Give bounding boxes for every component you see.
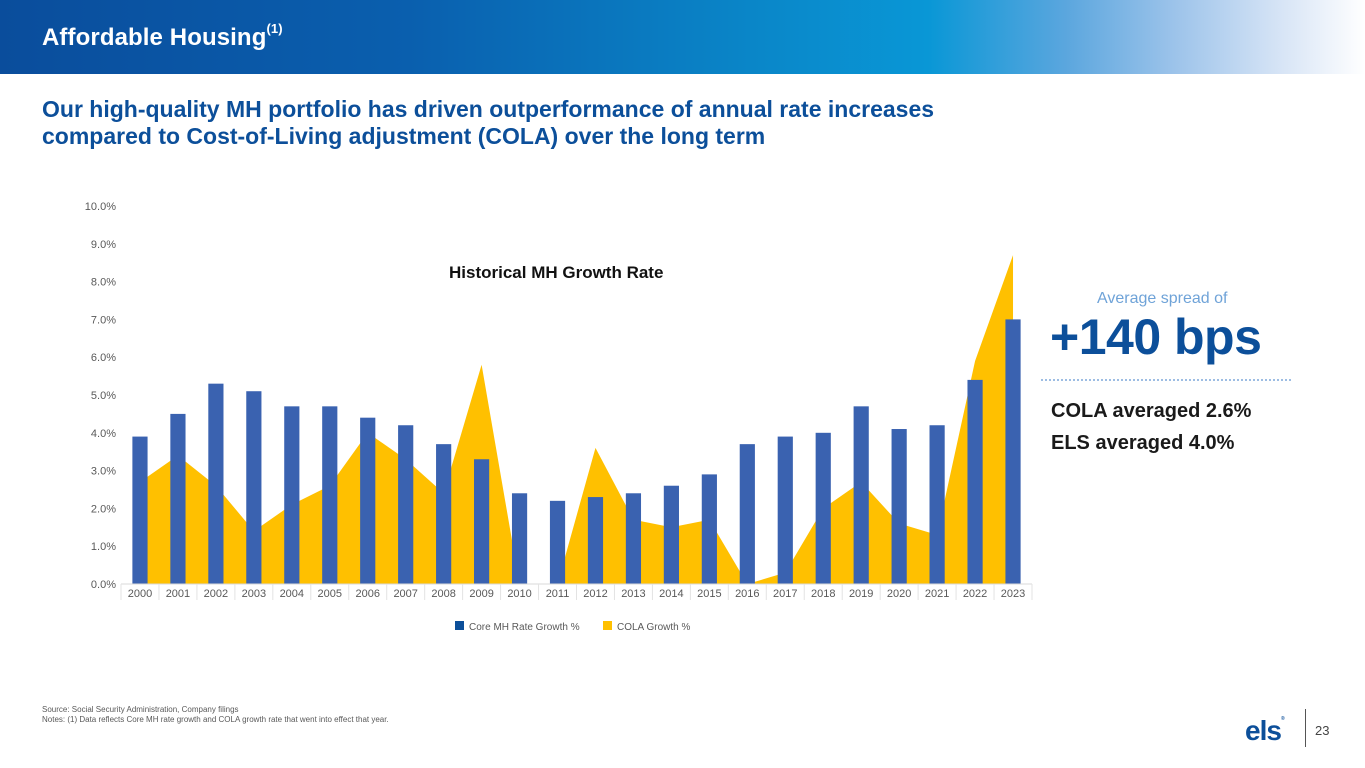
x-tick-label: 2004 — [280, 588, 304, 600]
bar-2015 — [701, 474, 717, 584]
notes-footnote: Notes: (1) Data reflects Core MH rate gr… — [42, 715, 389, 724]
cola-average-stat: COLA averaged 2.6% — [1051, 400, 1252, 422]
bar-2013 — [625, 493, 642, 584]
page-number: 23 — [1315, 723, 1330, 738]
registered-mark: ® — [1280, 715, 1285, 722]
header-banner: Affordable Housing(1) — [0, 0, 1365, 74]
bar-2010 — [511, 493, 528, 584]
bar-2018 — [815, 432, 831, 584]
bar-2023 — [1005, 319, 1021, 584]
spread-value: +140 bps — [1050, 309, 1262, 365]
y-tick-label: 8.0% — [91, 277, 116, 289]
y-tick-label: 10.0% — [85, 201, 116, 213]
y-tick-label: 4.0% — [91, 428, 116, 440]
x-tick-label: 2001 — [166, 588, 190, 600]
x-tick-label: 2020 — [887, 588, 911, 600]
legend-label-cola: COLA Growth % — [617, 622, 690, 633]
legend-label-core-mh: Core MH Rate Growth % — [469, 622, 580, 633]
bar-2012 — [587, 497, 604, 584]
y-tick-label: 9.0% — [91, 239, 116, 251]
logo-text: els — [1245, 715, 1282, 746]
page-subtitle: Our high-quality MH portfolio has driven… — [42, 96, 935, 149]
x-tick-label: 2003 — [242, 588, 266, 600]
bar-2006 — [360, 417, 376, 584]
x-tick-label: 2014 — [659, 588, 683, 600]
footer-divider — [1305, 709, 1306, 747]
bar-2008 — [436, 444, 452, 584]
y-tick-label: 5.0% — [91, 390, 116, 402]
x-tick-label: 2009 — [469, 588, 493, 600]
bar-2019 — [853, 406, 869, 584]
bar-2000 — [132, 436, 148, 584]
bar-2011 — [549, 500, 566, 584]
source-footnote: Source: Social Security Administration, … — [42, 705, 239, 714]
x-tick-label: 2015 — [697, 588, 721, 600]
bar-2001 — [170, 413, 186, 584]
chart-title: Historical MH Growth Rate — [449, 263, 663, 282]
x-tick-label: 2022 — [963, 588, 987, 600]
x-tick-label: 2011 — [546, 588, 570, 600]
y-tick-label: 1.0% — [91, 541, 116, 553]
bar-2009 — [474, 459, 490, 584]
axis-layer: 0.0% 1.0% 2.0% 3.0% 4.0% 5.0% 6.0% 7.0% 8.0% 9.0%… — [85, 201, 1033, 600]
legend-swatch-core-mh — [455, 621, 464, 630]
bar-2022 — [967, 379, 983, 584]
spread-label: Average spread of — [1097, 290, 1228, 307]
bar-2020 — [891, 429, 907, 584]
x-tick-label: 2018 — [811, 588, 835, 600]
y-tick-label: 6.0% — [91, 352, 116, 364]
bar-2004 — [284, 406, 300, 584]
core-mh-bar-layer — [132, 319, 1021, 584]
bar-2014 — [663, 485, 679, 584]
y-tick-label: 2.0% — [91, 503, 116, 515]
footnote-marker: (1) — [266, 21, 283, 36]
cola-area-layer — [139, 255, 1014, 584]
x-tick-label: 2016 — [735, 588, 759, 600]
x-tick-label: 2021 — [925, 588, 949, 600]
x-tick-label: 2002 — [204, 588, 228, 600]
x-tick-label: 2006 — [355, 588, 379, 600]
x-tick-label: 2010 — [507, 588, 531, 600]
cola-area — [139, 255, 1014, 584]
x-tick-label: 2000 — [128, 588, 152, 600]
bar-2005 — [322, 406, 338, 584]
x-tick-label: 2017 — [773, 588, 797, 600]
els-average-stat: ELS averaged 4.0% — [1051, 432, 1235, 454]
chart-legend: Core MH Rate Growth % COLA Growth % — [455, 621, 690, 633]
legend-swatch-cola — [603, 621, 612, 630]
y-tick-label: 0.0% — [91, 579, 116, 591]
bar-2021 — [929, 425, 945, 584]
bar-2003 — [246, 391, 262, 584]
x-tick-label: 2019 — [849, 588, 873, 600]
x-tick-label: 2008 — [431, 588, 455, 600]
y-tick-label: 7.0% — [91, 314, 116, 326]
y-tick-label: 3.0% — [91, 466, 116, 478]
bar-2007 — [398, 425, 414, 584]
x-tick-label: 2007 — [393, 588, 417, 600]
page-title-text: Affordable Housing — [42, 24, 267, 51]
x-tick-label: 2013 — [621, 588, 645, 600]
dotted-divider — [1041, 379, 1291, 381]
els-logo: els® — [1245, 715, 1285, 747]
bar-2002 — [208, 383, 224, 584]
x-tick-label: 2012 — [583, 588, 607, 600]
x-tick-label: 2005 — [318, 588, 342, 600]
x-tick-label: 2023 — [1001, 588, 1025, 600]
bar-2017 — [777, 436, 793, 584]
bar-2016 — [739, 444, 755, 584]
page-title: Affordable Housing(1) — [42, 21, 283, 52]
